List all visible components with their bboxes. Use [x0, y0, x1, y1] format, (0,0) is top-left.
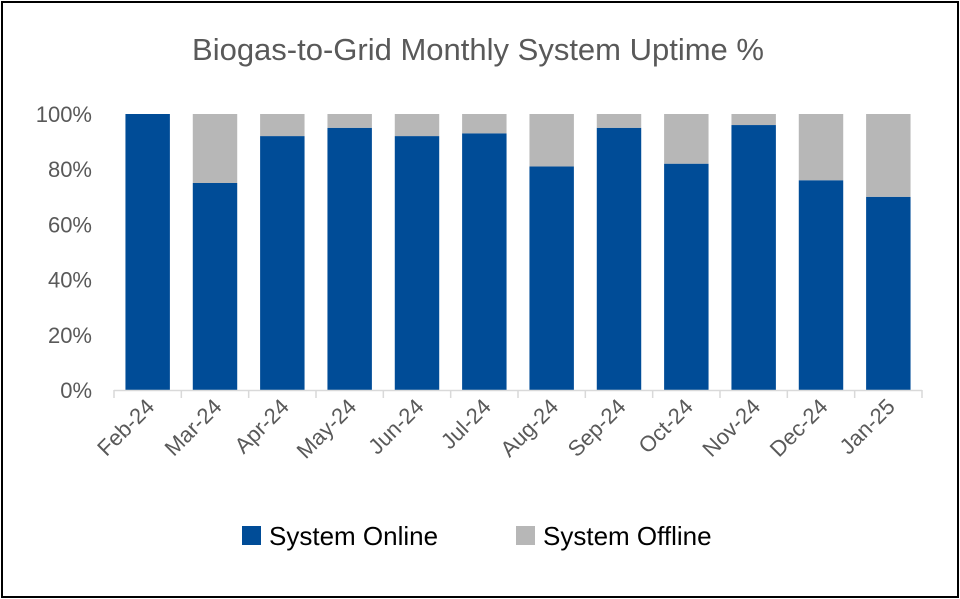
bar-offline	[596, 114, 642, 128]
x-tick-label: Apr-24	[229, 394, 293, 458]
bar-online	[596, 127, 642, 391]
bar-online	[327, 127, 372, 391]
bar-online	[125, 114, 170, 390]
x-tick-label: Dec-24	[765, 394, 833, 462]
bar-online	[731, 125, 776, 390]
x-tick-label: Oct-24	[634, 394, 698, 458]
bar-online	[529, 166, 574, 390]
y-tick-label: 60%	[48, 212, 92, 237]
bars	[125, 114, 911, 391]
y-tick-label: 40%	[48, 268, 92, 293]
legend: System Online System Offline	[242, 521, 712, 551]
bar-offline	[394, 114, 440, 137]
bar-offline	[260, 114, 305, 137]
bar-offline	[798, 114, 844, 181]
x-tick-label: Nov-24	[697, 394, 765, 462]
x-tick-label: Mar-24	[160, 394, 227, 461]
x-tick-label: Sep-24	[563, 394, 631, 462]
bar-offline	[529, 114, 574, 167]
x-tick-label: Jun-24	[363, 394, 428, 459]
y-tick-label: 20%	[48, 323, 92, 348]
bar-online	[462, 133, 507, 390]
legend-swatch	[242, 526, 261, 545]
bar-offline	[327, 114, 372, 128]
bar-offline	[866, 114, 911, 197]
bar-offline	[731, 114, 776, 126]
bar-online	[192, 183, 238, 390]
chart-title: Biogas-to-Grid Monthly System Uptime %	[192, 32, 764, 67]
bar-offline	[664, 114, 709, 164]
bar-online	[664, 163, 709, 390]
y-axis: 0% 20% 40% 60% 80% 100%	[36, 102, 92, 403]
x-tick-label: May-24	[292, 394, 362, 464]
x-tick-label: Jul-24	[436, 394, 496, 454]
legend-label: System Online	[269, 521, 438, 551]
bar-online	[260, 136, 305, 390]
x-tick-label: Aug-24	[495, 394, 563, 462]
bar-offline	[192, 114, 238, 183]
bar-online	[866, 196, 911, 390]
bar-online	[798, 180, 844, 390]
y-tick-label: 0%	[60, 378, 92, 403]
y-tick-label: 80%	[48, 157, 92, 182]
legend-label: System Offline	[543, 521, 712, 551]
legend-swatch	[516, 526, 535, 545]
x-tick-label: Jan-25	[835, 394, 900, 459]
y-tick-label: 100%	[36, 102, 92, 127]
bar-online	[394, 136, 440, 390]
x-tick-label: Feb-24	[92, 394, 159, 461]
bar-offline	[462, 114, 507, 134]
